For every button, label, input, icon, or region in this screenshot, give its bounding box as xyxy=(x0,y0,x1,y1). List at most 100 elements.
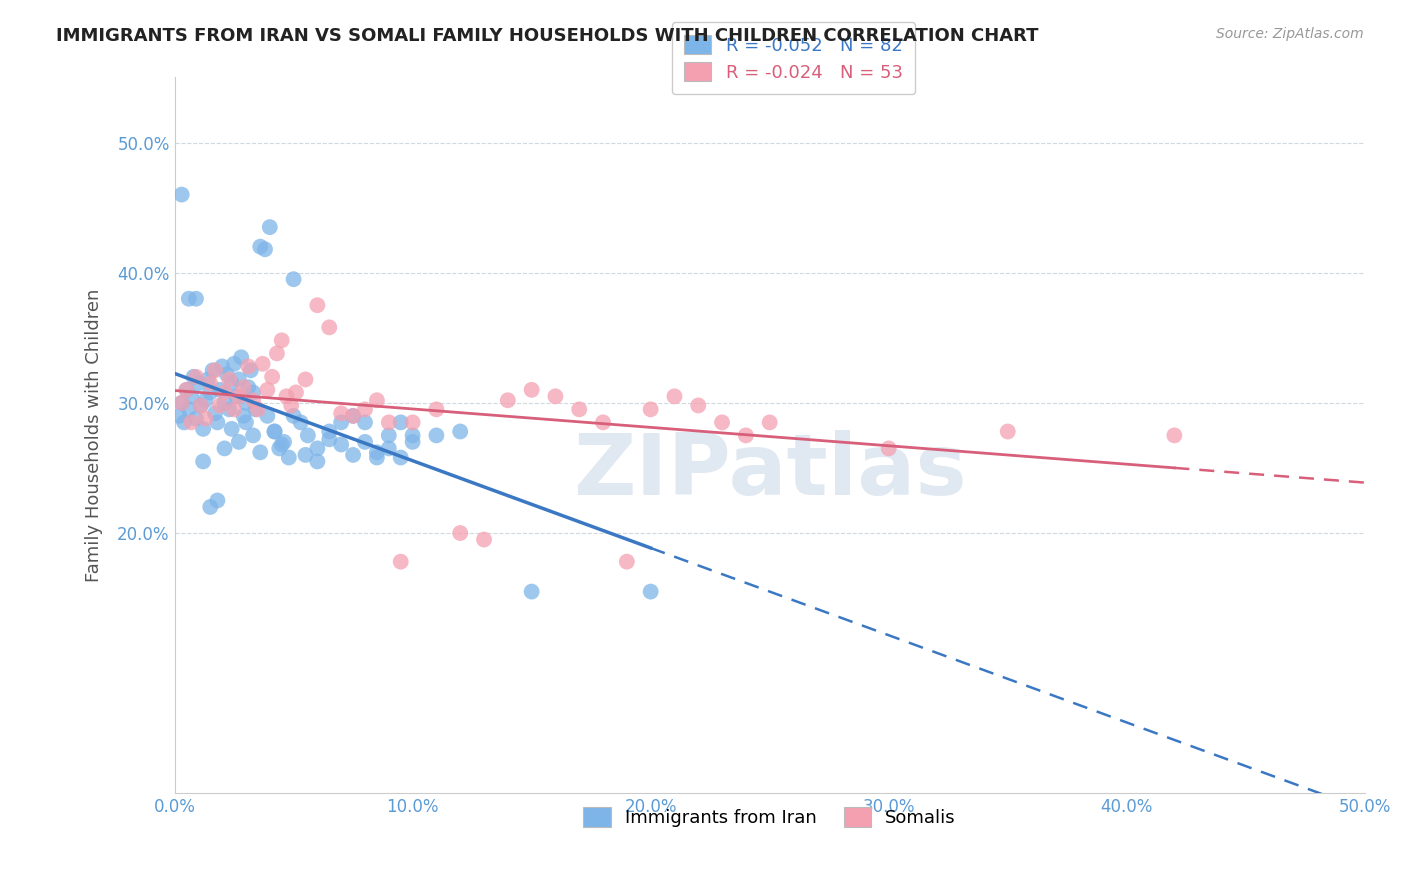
Point xyxy=(208,399,231,413)
Point xyxy=(354,416,377,430)
Point xyxy=(297,428,319,442)
Point xyxy=(225,389,247,403)
Point xyxy=(342,448,364,462)
Point xyxy=(307,442,329,456)
Point xyxy=(191,454,214,468)
Point xyxy=(378,416,401,430)
Point xyxy=(214,385,236,400)
Point xyxy=(1163,428,1185,442)
Point xyxy=(318,320,340,334)
Point xyxy=(214,396,236,410)
Point xyxy=(170,396,193,410)
Point xyxy=(184,292,207,306)
Point xyxy=(688,399,710,413)
Point xyxy=(640,402,662,417)
Point xyxy=(273,434,295,449)
Point xyxy=(238,359,260,374)
Point xyxy=(277,450,299,465)
Point xyxy=(330,416,353,430)
Point xyxy=(200,376,222,391)
Point xyxy=(252,357,274,371)
Point xyxy=(263,425,285,439)
Point xyxy=(187,376,209,391)
Point xyxy=(284,385,307,400)
Text: IMMIGRANTS FROM IRAN VS SOMALI FAMILY HOUSEHOLDS WITH CHILDREN CORRELATION CHART: IMMIGRANTS FROM IRAN VS SOMALI FAMILY HO… xyxy=(56,27,1039,45)
Point xyxy=(270,334,292,348)
Point xyxy=(183,369,205,384)
Point xyxy=(664,389,686,403)
Point xyxy=(290,416,312,430)
Point xyxy=(218,372,240,386)
Point xyxy=(283,272,305,286)
Point xyxy=(568,402,591,417)
Point xyxy=(342,409,364,423)
Point xyxy=(231,351,253,365)
Point xyxy=(318,425,340,439)
Point xyxy=(194,393,217,408)
Point xyxy=(201,363,224,377)
Point xyxy=(242,428,264,442)
Point xyxy=(208,383,231,397)
Point xyxy=(232,409,254,423)
Point xyxy=(191,422,214,436)
Legend: Immigrants from Iran, Somalis: Immigrants from Iran, Somalis xyxy=(576,800,963,834)
Point xyxy=(330,437,353,451)
Point xyxy=(169,409,191,423)
Point xyxy=(222,357,245,371)
Point xyxy=(389,555,412,569)
Point xyxy=(263,425,285,439)
Point xyxy=(378,428,401,442)
Point xyxy=(758,416,780,430)
Point xyxy=(330,406,353,420)
Point xyxy=(997,425,1019,439)
Point xyxy=(342,409,364,423)
Point xyxy=(389,416,412,430)
Point xyxy=(401,434,423,449)
Point xyxy=(228,434,250,449)
Point xyxy=(197,372,219,386)
Point xyxy=(259,220,281,235)
Point xyxy=(425,428,447,442)
Point xyxy=(307,454,329,468)
Point xyxy=(877,442,900,456)
Point xyxy=(294,372,316,386)
Point xyxy=(228,372,250,386)
Point xyxy=(184,411,207,425)
Point xyxy=(170,396,193,410)
Point xyxy=(401,416,423,430)
Point xyxy=(177,292,200,306)
Point xyxy=(256,383,278,397)
Point xyxy=(180,389,202,403)
Point xyxy=(246,402,269,417)
Point xyxy=(207,416,229,430)
Point xyxy=(249,240,271,254)
Point xyxy=(245,402,267,417)
Point xyxy=(176,383,198,397)
Point xyxy=(215,368,238,382)
Point xyxy=(184,369,207,384)
Point xyxy=(354,402,377,417)
Point xyxy=(207,493,229,508)
Point xyxy=(176,383,198,397)
Point xyxy=(238,380,260,394)
Point xyxy=(218,402,240,417)
Point xyxy=(222,402,245,417)
Point xyxy=(544,389,567,403)
Point xyxy=(366,393,388,408)
Point xyxy=(307,298,329,312)
Point xyxy=(616,555,638,569)
Point xyxy=(232,380,254,394)
Point xyxy=(366,445,388,459)
Point xyxy=(711,416,734,430)
Point xyxy=(190,399,212,413)
Point xyxy=(200,385,222,400)
Point xyxy=(520,584,543,599)
Point xyxy=(520,383,543,397)
Point xyxy=(266,346,288,360)
Point xyxy=(180,416,202,430)
Point xyxy=(592,416,614,430)
Point xyxy=(366,450,388,465)
Point xyxy=(425,402,447,417)
Point xyxy=(249,445,271,459)
Point xyxy=(173,416,195,430)
